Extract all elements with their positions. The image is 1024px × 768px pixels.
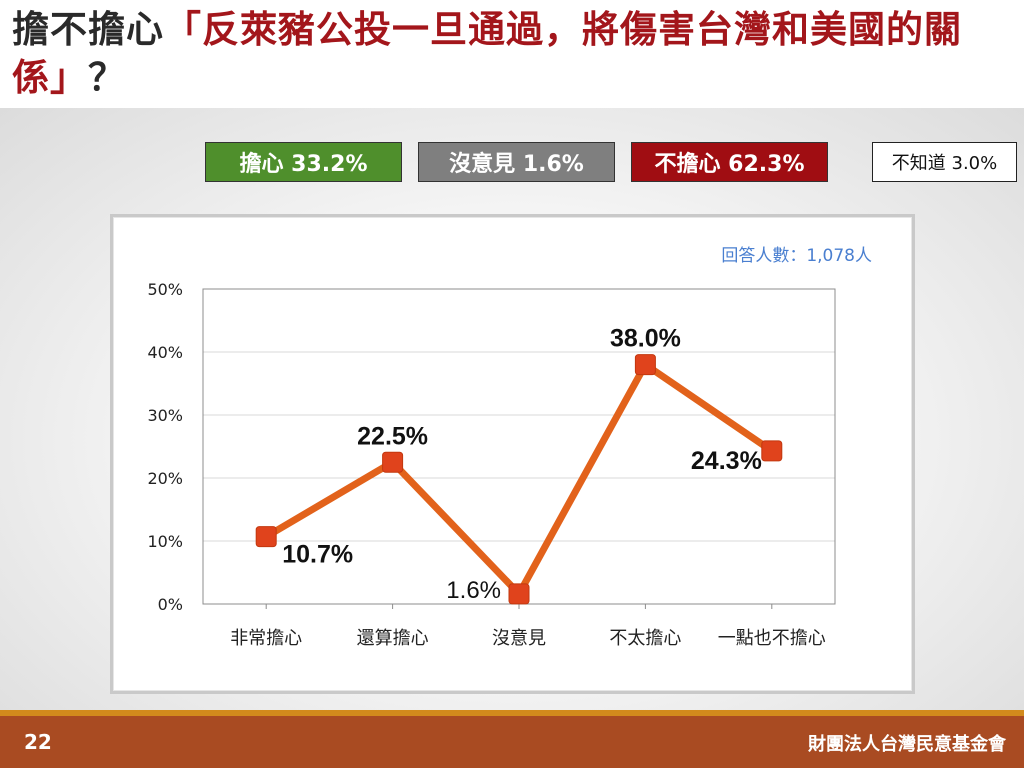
x-tick-label: 沒意見 bbox=[492, 628, 546, 649]
summary-not-worried-box: 不擔心 62.3% bbox=[631, 142, 828, 182]
footer-bar: 22 財團法人台灣民意基金會 bbox=[0, 716, 1024, 768]
x-tick-label: 不太擔心 bbox=[609, 628, 681, 649]
page-title: 擔不擔心「反萊豬公投一旦通過，將傷害台灣和美國的關係」？ bbox=[12, 6, 1012, 102]
title-plain: 擔不擔心 bbox=[12, 8, 164, 51]
y-tick-label: 10% bbox=[147, 532, 183, 551]
x-tick-label: 非常擔心 bbox=[230, 628, 302, 649]
y-tick-label: 40% bbox=[147, 343, 183, 362]
title-band: 擔不擔心「反萊豬公投一旦通過，將傷害台灣和美國的關係」？ bbox=[0, 0, 1024, 108]
data-point-marker bbox=[382, 451, 404, 473]
page-number: 22 bbox=[24, 730, 52, 754]
data-point-marker bbox=[761, 440, 783, 462]
y-tick-label: 20% bbox=[147, 469, 183, 488]
organization-name: 財團法人台灣民意基金會 bbox=[808, 734, 1006, 755]
chart-panel: 回答人數：1,078人 0% 10% 20% 30% 40% 50% 非常擔心 還算擔心 沒意見… bbox=[110, 214, 915, 694]
x-tick-label: 還算擔心 bbox=[357, 628, 429, 649]
data-label: 1.6% bbox=[446, 577, 501, 604]
data-point-marker bbox=[634, 354, 656, 376]
footer-accent-line bbox=[0, 710, 1024, 716]
summary-dont-know-box: 不知道 3.0% bbox=[872, 142, 1017, 182]
data-label: 24.3% bbox=[691, 447, 762, 475]
y-tick-label: 30% bbox=[147, 406, 183, 425]
title-highlight: 「反萊豬公投一旦通過，將傷害台灣和美國的關係」 bbox=[12, 8, 962, 99]
x-tick-label: 一點也不擔心 bbox=[718, 628, 826, 649]
data-label: 38.0% bbox=[610, 325, 681, 353]
y-tick-label: 0% bbox=[158, 595, 183, 614]
data-label: 10.7% bbox=[282, 541, 353, 569]
summary-worried-box: 擔心 33.2% bbox=[205, 142, 402, 182]
respondent-count: 回答人數：1,078人 bbox=[721, 246, 872, 266]
y-tick-label: 50% bbox=[147, 280, 183, 299]
title-suffix: ？ bbox=[88, 56, 126, 99]
summary-no-opinion-box: 沒意見 1.6% bbox=[418, 142, 615, 182]
data-point-marker bbox=[255, 526, 277, 548]
data-point-marker bbox=[508, 583, 530, 605]
line-chart: 0% 10% 20% 30% 40% 50% 非常擔心 還算擔心 沒意見 不太擔心 一點也不擔心 10… bbox=[147, 280, 836, 649]
data-label: 22.5% bbox=[357, 422, 428, 450]
